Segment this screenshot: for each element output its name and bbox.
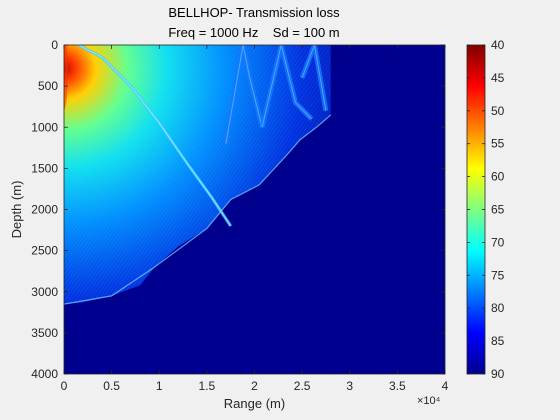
x-tick-label: 1: [156, 379, 163, 393]
y-tick-label: 1000: [31, 120, 58, 134]
y-tick-label: 2500: [31, 244, 58, 258]
near-source-hotspot: [64, 45, 68, 110]
plot-axes: 0 0.5 1 1.5 2 2.5 3 3.5 4 0 500 1000 1500 2000 2500 30…: [9, 38, 449, 411]
x-tick-label: 1.5: [199, 379, 216, 393]
y-tick-label: 500: [38, 79, 58, 93]
colorbar-tick-label: 40: [491, 38, 505, 52]
x-tick-label: 0: [61, 379, 68, 393]
y-axis-label: Depth (m): [9, 181, 24, 239]
colorbar-tick-label: 50: [491, 104, 505, 118]
y-tick-label: 4000: [31, 367, 58, 381]
x-axis-ticks: 0 0.5 1 1.5 2 2.5 3 3.5 4: [61, 45, 449, 393]
colorbar-ticks: 40 45 50 55 60 65 70 75 80 85 90: [467, 38, 505, 381]
colorbar-tick-label: 85: [491, 334, 505, 348]
y-tick-label: 1500: [31, 161, 58, 175]
chart-title-group: BELLHOP- Transmission loss Freq = 1000 H…: [168, 5, 340, 40]
colorbar-tick-label: 65: [491, 203, 505, 217]
x-tick-label: 2.5: [294, 379, 311, 393]
plot-marks: [64, 45, 332, 305]
x-tick-label: 3: [346, 379, 353, 393]
x-tick-label: 0.5: [103, 379, 120, 393]
x-tick-label: 2: [251, 379, 258, 393]
colorbar-tick-label: 90: [491, 367, 505, 381]
surface-reflection-arch-core: [301, 45, 327, 111]
first-ray-arch-core: [78, 45, 232, 227]
y-tick-label: 3000: [31, 285, 58, 299]
colorbar: 40 45 50 55 60 65 70 75 80 85 90: [466, 38, 505, 381]
y-axis-ticks: 0 500 1000 1500 2000 2500 3000 3500 4000: [31, 38, 445, 381]
colorbar-tick-label: 45: [491, 71, 505, 85]
x-axis-exponent: ×10⁴: [417, 395, 441, 407]
x-axis-label: Range (m): [224, 396, 285, 411]
colorbar-tick-label: 70: [491, 235, 505, 249]
colorbar-tick-label: 55: [491, 137, 505, 151]
x-tick-label: 3.5: [389, 379, 406, 393]
y-tick-label: 3500: [31, 326, 58, 340]
x-tick-label: 4: [442, 379, 449, 393]
y-tick-label: 0: [51, 38, 58, 52]
chart-subtitle: Freq = 1000 Hz Sd = 100 m: [168, 25, 339, 40]
surface-reflection-arch-core: [225, 45, 263, 144]
bottom-ray-boundary: [64, 114, 332, 305]
surface-reflection-arch-core: [261, 45, 312, 128]
chart-title: BELLHOP- Transmission loss: [168, 5, 340, 20]
colorbar-tick-label: 60: [491, 170, 505, 184]
colorbar-tick-label: 80: [491, 301, 505, 315]
y-tick-label: 2000: [31, 203, 58, 217]
colorbar-tick-label: 75: [491, 268, 505, 282]
